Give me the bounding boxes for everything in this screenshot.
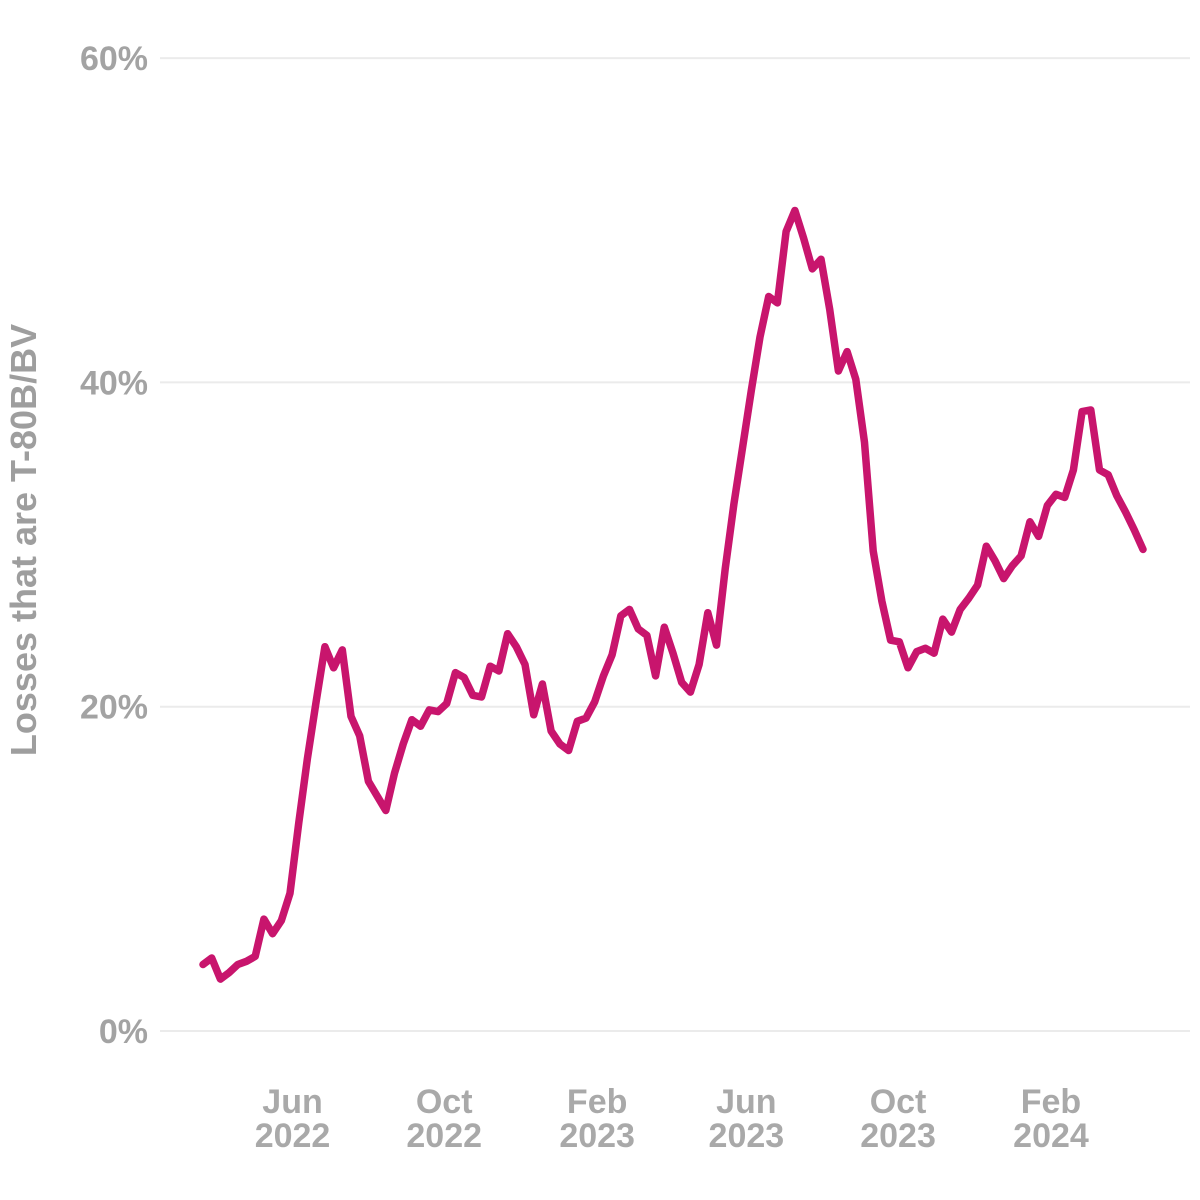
x-tick-label-feb-2024: Feb 2024 [1013, 1083, 1089, 1155]
y-tick-label-60: 60% [80, 40, 148, 78]
x-axis-tick-labels: Jun 2022 Oct 2022 Feb 2023 Jun 2023 Oct 2023 Feb 20… [255, 1083, 1089, 1155]
gridlines [160, 57, 1190, 1032]
y-axis-title: Losses that are T-80B/BV [3, 324, 44, 756]
x-tick-label-feb-2023: Feb 2023 [559, 1083, 635, 1155]
x-tick-label-oct-2023: Oct 2023 [860, 1083, 936, 1155]
y-tick-label-20: 20% [80, 689, 148, 727]
y-tick-label-40: 40% [80, 364, 148, 402]
x-tick-label-jun-2022: Jun 2022 [255, 1083, 331, 1155]
data-line-t80bbv [199, 206, 1147, 983]
y-tick-label-0: 0% [99, 1013, 148, 1051]
x-tick-label-oct-2022: Oct 2022 [406, 1083, 482, 1155]
x-tick-label-jun-2023: Jun 2023 [709, 1083, 785, 1155]
y-axis-tick-labels: 0% 20% 40% 60% [80, 40, 148, 1051]
